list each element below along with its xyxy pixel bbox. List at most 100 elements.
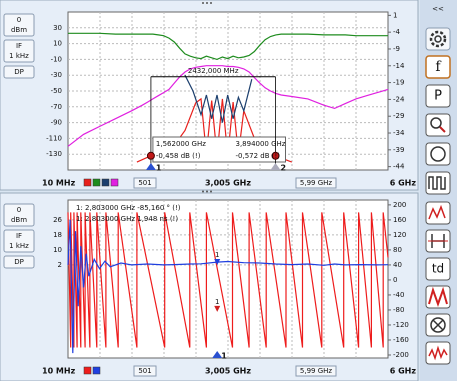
marker-readout-box (152, 136, 286, 163)
marker-label: 2 (280, 164, 286, 173)
x-start-label: 10 MHz (42, 367, 76, 376)
x-end-label: 6 GHz (390, 179, 417, 188)
if-label: IF (16, 232, 22, 240)
power-button[interactable] (3, 203, 35, 227)
y-tick-label: -110 (46, 134, 62, 142)
y2-tick-label: -200 (393, 351, 409, 359)
y2-tick-label: -39 (393, 146, 404, 154)
y2-tick-label: -24 (393, 95, 405, 103)
y2-tick-label: -44 (393, 163, 405, 171)
trace (184, 74, 253, 123)
y2-tick-label: 40 (393, 261, 402, 269)
power-button[interactable] (3, 13, 35, 37)
y2-tick-label: -34 (393, 129, 405, 137)
dp-button[interactable] (3, 65, 35, 79)
pulse-button[interactable] (425, 171, 451, 195)
legend-swatch (92, 178, 101, 187)
legend-swatch (101, 178, 110, 187)
power-value: 0 (17, 206, 21, 214)
sidebar-top: 0 dBm IF 1 kHz DP (3, 13, 35, 79)
y2-tick-label: -9 (393, 45, 400, 53)
legend-swatch (83, 366, 92, 375)
marker-readout: 1: 2,803000 GHz -85,160 ° (!) (76, 204, 181, 212)
x-start-label: 10 MHz (42, 179, 76, 188)
marker-readout: 1: 2,803000 GHz 1,948 ns (!) (76, 215, 178, 223)
marker-delay-label: 1 (215, 251, 219, 259)
y-tick-label: 30 (53, 24, 62, 32)
power-icon: P (434, 89, 442, 104)
if-label: IF (16, 42, 22, 50)
marker-delay (214, 259, 221, 266)
legend-swatch (110, 178, 119, 187)
collapse-button[interactable]: << (432, 5, 444, 13)
points-box (133, 365, 157, 377)
zoom-button[interactable] (425, 113, 451, 137)
dp-button[interactable] (3, 255, 35, 269)
y-tick-label: 10 (53, 40, 62, 48)
y-tick-label: -50 (51, 87, 62, 95)
marker-label: 1 (156, 164, 162, 173)
y2-tick-label: -29 (393, 112, 404, 120)
mixer-button[interactable] (425, 313, 451, 337)
y2-tick-label: -19 (393, 79, 404, 87)
if-button[interactable] (3, 39, 35, 63)
marker-frequency: 3,894000 GHz (235, 140, 285, 148)
bandwidth-label: 2432,000 MHz (188, 67, 239, 75)
y2-tick-label: 80 (393, 246, 402, 254)
power-tool-button[interactable]: P (425, 84, 451, 108)
power-unit: dBm (11, 216, 27, 224)
points-label: 501 (138, 179, 151, 187)
marker-label: 1 (221, 352, 227, 361)
y-tick-label: -10 (51, 55, 62, 63)
x-end-label: 6 GHz (390, 367, 417, 376)
y-tick-label: 2 (58, 261, 62, 269)
trace (67, 212, 389, 348)
y2-tick-label: 1 (393, 11, 397, 19)
span-label: 5,99 GHz (300, 179, 332, 187)
trace-button[interactable] (425, 201, 451, 225)
legend-swatch (83, 178, 92, 187)
power-unit: dBm (11, 26, 27, 34)
y-tick-label: 10 (53, 246, 62, 254)
y2-tick-label: 0 (393, 276, 397, 284)
marker-dot (271, 151, 280, 160)
y-tick-label: -70 (51, 103, 62, 111)
filter-button[interactable] (425, 285, 451, 309)
y-tick-label: -30 (51, 71, 62, 79)
span-label: 5,99 GHz (300, 367, 332, 375)
time-domain-icon: td (432, 262, 444, 276)
y-tick-label: 26 (53, 216, 62, 224)
power-value: 0 (17, 16, 21, 24)
y2-tick-label: 120 (393, 231, 406, 239)
marker-dot (146, 151, 155, 160)
marker-triangle (270, 163, 281, 170)
span-box (295, 177, 337, 189)
y2-tick-label: -14 (393, 62, 405, 70)
trace (68, 32, 388, 61)
y-tick-label: -130 (46, 150, 62, 158)
if-button[interactable] (3, 229, 35, 253)
x-center-label: 3,005 GHz (205, 367, 251, 376)
marker-phase (214, 305, 221, 312)
y2-tick-label: -40 (393, 291, 404, 299)
calibration-button[interactable] (425, 142, 451, 166)
y2-tick-label: -80 (393, 306, 404, 314)
settings-button[interactable] (425, 27, 451, 51)
trace (67, 219, 389, 354)
splitter-handles (202, 2, 212, 193)
marker-button[interactable] (425, 229, 451, 253)
y-tick-label: -90 (51, 119, 62, 127)
frequency-button[interactable]: f (425, 55, 451, 79)
toolbar: << f P td (420, 0, 457, 381)
legend-swatch (92, 366, 101, 375)
marker-triangle (145, 163, 156, 170)
y2-tick-label: -4 (393, 28, 401, 36)
y2-tick-label: -160 (393, 336, 409, 344)
y2-tick-label: 160 (393, 216, 406, 224)
spectrum-button[interactable] (425, 341, 451, 365)
marker-readout: -0,458 dB (!) (156, 152, 201, 160)
plot-area (67, 199, 389, 359)
time-domain-button[interactable]: td (425, 257, 451, 281)
sidebar-bottom: 0 dBm IF 1 kHz DP (3, 203, 35, 269)
